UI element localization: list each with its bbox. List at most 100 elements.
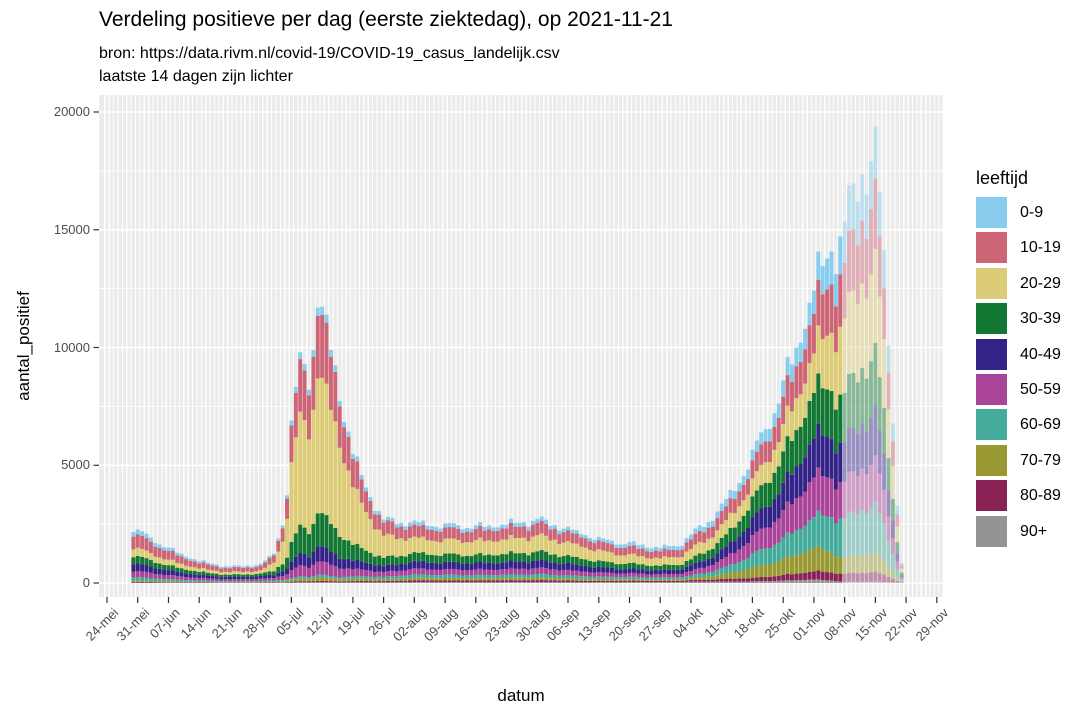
bar-segment	[219, 577, 224, 580]
bar-segment	[205, 564, 210, 570]
bar-stack	[706, 521, 711, 583]
legend-swatch	[976, 480, 1007, 512]
bar-segment	[658, 577, 663, 580]
bar-stack	[298, 352, 303, 583]
bar-segment	[425, 574, 430, 579]
bar-segment	[495, 582, 500, 583]
bar-segment	[574, 580, 579, 583]
bar-segment	[491, 527, 496, 532]
bar-stack	[500, 524, 505, 583]
bar-segment	[201, 571, 206, 575]
bar-segment	[258, 582, 263, 583]
bar-segment	[175, 567, 180, 572]
bar-segment	[517, 526, 522, 539]
bar-segment	[623, 555, 628, 564]
bar-segment	[381, 566, 386, 573]
bar-segment	[328, 409, 333, 525]
bar-segment	[526, 541, 531, 556]
bar-segment	[697, 577, 702, 580]
bar-segment	[798, 528, 803, 555]
bar-segment	[574, 530, 579, 534]
bar-segment	[640, 579, 645, 581]
bar-segment	[636, 577, 641, 580]
bar-segment	[267, 574, 272, 579]
bar-segment	[355, 559, 360, 569]
bar-segment	[280, 579, 285, 582]
bar-segment	[864, 581, 869, 583]
bar-segment	[855, 382, 860, 435]
bar-segment	[724, 573, 729, 579]
bar-segment	[438, 570, 443, 576]
bar-segment	[293, 581, 298, 583]
bar-segment	[548, 525, 553, 530]
bar-segment	[776, 403, 781, 418]
bar-segment	[355, 578, 360, 581]
bar-segment	[825, 516, 830, 552]
bar-segment	[359, 547, 364, 562]
bar-segment	[306, 577, 311, 580]
bar-segment	[263, 580, 268, 582]
bar-segment	[513, 522, 518, 527]
bar-segment	[574, 570, 579, 576]
bar-segment	[166, 575, 171, 580]
bar-segment	[816, 279, 821, 326]
bar-segment	[508, 567, 513, 574]
bar-segment	[811, 353, 816, 393]
bar-segment	[249, 568, 254, 573]
bar-segment	[166, 579, 171, 582]
legend-swatch	[976, 338, 1007, 370]
x-axis-title: datum	[497, 686, 545, 705]
bar-segment	[522, 561, 527, 569]
bar-segment	[596, 540, 601, 550]
bar-segment	[429, 562, 434, 570]
bar-segment	[552, 580, 557, 583]
bar-segment	[526, 563, 531, 570]
bar-stack	[179, 553, 184, 583]
bar-segment	[566, 555, 571, 563]
bar-segment	[311, 564, 316, 577]
legend-swatch	[976, 197, 1007, 228]
bar-segment	[732, 581, 737, 583]
bar-segment	[188, 560, 193, 567]
bar-stack	[803, 328, 808, 583]
bar-segment	[170, 547, 175, 551]
bar-segment	[825, 437, 830, 478]
bar-segment	[223, 566, 228, 568]
bar-segment	[267, 571, 272, 575]
bar-segment	[407, 526, 412, 538]
bar-segment	[522, 582, 527, 583]
bar-segment	[364, 570, 369, 577]
bar-segment	[407, 522, 412, 527]
bar-segment	[631, 578, 636, 581]
bar-segment	[421, 560, 426, 569]
bar-segment	[688, 565, 693, 572]
bar-stack	[579, 534, 584, 583]
bar-stack	[271, 553, 276, 583]
bar-segment	[144, 581, 149, 583]
bar-segment	[789, 504, 794, 534]
bar-segment	[697, 567, 702, 574]
bar-segment	[293, 579, 298, 582]
bar-segment	[579, 537, 584, 547]
bar-segment	[877, 191, 882, 237]
bar-segment	[372, 579, 377, 582]
bar-stack	[486, 525, 491, 583]
bar-segment	[311, 581, 316, 583]
bar-segment	[785, 573, 790, 581]
bar-segment	[394, 539, 399, 558]
bar-segment	[386, 582, 390, 583]
bar-segment	[416, 574, 421, 578]
bar-segment	[715, 569, 720, 576]
bar-segment	[623, 544, 628, 548]
bar-segment	[851, 183, 856, 229]
bar-segment	[386, 576, 390, 579]
bar-segment	[671, 569, 676, 574]
bar-segment	[636, 548, 641, 557]
bar-segment	[280, 564, 285, 572]
bar-segment	[469, 575, 474, 579]
bar-segment	[153, 582, 158, 583]
bar-segment	[394, 557, 399, 566]
bar-segment	[227, 581, 232, 583]
bar-segment	[785, 375, 790, 406]
bar-stack	[890, 423, 895, 583]
